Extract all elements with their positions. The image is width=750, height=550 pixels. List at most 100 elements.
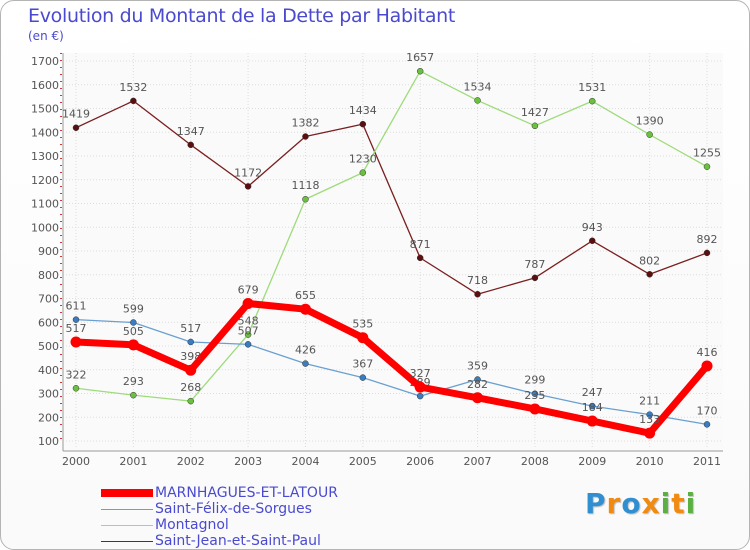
x-tick-label: 2009 [578, 455, 606, 468]
data-label: 247 [582, 386, 603, 399]
legend-swatch [101, 489, 153, 497]
data-label: 293 [123, 375, 144, 388]
logo-letter: o [621, 487, 642, 520]
data-point [70, 336, 82, 348]
data-label: 1531 [578, 81, 606, 94]
y-tick-label: 1700 [31, 55, 59, 68]
data-point [703, 421, 711, 428]
data-point [302, 133, 309, 140]
data-point [529, 403, 541, 415]
data-label: 1255 [693, 147, 721, 160]
y-tick-label: 500 [38, 340, 59, 353]
plot-area [63, 53, 723, 451]
y-tick-label: 100 [38, 435, 59, 448]
data-label: 787 [524, 258, 545, 271]
y-tick-label: 700 [38, 293, 59, 306]
data-point [701, 360, 713, 372]
y-tick-label: 1500 [31, 103, 59, 116]
series-line-1 [75, 70, 708, 402]
x-tick-label: 2010 [636, 455, 664, 468]
data-label: 871 [410, 238, 431, 251]
data-point [187, 141, 194, 149]
data-label: 235 [524, 389, 545, 402]
data-point [416, 254, 424, 262]
data-point [646, 131, 653, 138]
data-point [646, 271, 653, 278]
data-point [472, 392, 484, 404]
data-point [416, 67, 424, 75]
data-label: 599 [123, 302, 144, 315]
data-label: 1382 [291, 117, 319, 130]
data-label: 367 [352, 358, 373, 371]
x-tick-label: 2004 [291, 455, 319, 468]
data-label: 133 [639, 413, 660, 426]
data-point [531, 274, 539, 282]
x-tick-label: 2011 [693, 455, 721, 468]
data-label: 170 [697, 404, 718, 417]
data-label: 505 [123, 325, 144, 338]
data-point [130, 319, 137, 326]
x-tick-label: 2001 [119, 455, 147, 468]
data-label: 398 [180, 350, 201, 363]
logo-letter: r [606, 487, 622, 520]
data-point [586, 415, 598, 427]
data-label: 655 [295, 289, 316, 302]
series-line-0 [75, 100, 708, 295]
data-label: 548 [238, 315, 259, 328]
data-label: 322 [66, 368, 87, 381]
x-tick-label: 2006 [406, 455, 434, 468]
proxiti-logo: Proxiti [585, 487, 696, 520]
data-label: 282 [467, 378, 488, 391]
data-label: 1427 [521, 106, 549, 119]
data-label: 211 [639, 395, 660, 408]
data-label: 943 [582, 221, 603, 234]
data-point [72, 124, 80, 131]
chart-title: Evolution du Montant de la Dette par Hab… [28, 5, 456, 27]
data-label: 679 [238, 283, 259, 296]
data-point [474, 97, 481, 104]
data-label: 1434 [349, 104, 377, 117]
y-tick-label: 400 [38, 364, 59, 377]
data-point [72, 385, 80, 392]
data-point [359, 120, 367, 128]
data-point [299, 303, 311, 315]
legend-label: MARNHAGUES-ET-LATOUR [155, 485, 338, 501]
y-tick-label: 1300 [31, 150, 59, 163]
legend-label: Saint-Félix-de-Sorgues [155, 501, 312, 517]
chart-subtitle: (en €) [28, 29, 64, 43]
data-label: 1534 [464, 80, 492, 93]
y-tick-label: 600 [38, 316, 59, 329]
data-point [474, 290, 481, 298]
logo-letter: i [660, 487, 672, 520]
data-point [646, 411, 653, 418]
x-tick-label: 2005 [349, 455, 377, 468]
data-point [302, 360, 309, 367]
y-tick-label: 300 [38, 388, 59, 401]
series-line-2 [75, 318, 708, 426]
data-point [703, 249, 711, 257]
data-point [244, 331, 252, 338]
data-point [302, 195, 309, 203]
data-point [531, 122, 539, 130]
data-point [703, 163, 711, 170]
y-tick-label: 1200 [31, 174, 59, 187]
data-label: 1118 [291, 179, 319, 192]
y-tick-label: 1600 [31, 79, 59, 92]
data-point [474, 376, 481, 383]
data-label: 416 [697, 346, 718, 359]
data-point [127, 339, 139, 351]
data-label: 184 [582, 401, 603, 414]
data-point [242, 297, 254, 309]
logo-letter: x [641, 487, 661, 520]
data-label: 1657 [406, 51, 434, 64]
series-line-3 [72, 299, 711, 437]
logo-letter: P [585, 487, 607, 520]
legend-swatch [101, 525, 153, 526]
data-point [589, 402, 596, 410]
logo-letter: i [685, 487, 697, 520]
data-label: 1532 [119, 81, 147, 94]
x-tick-label: 2003 [234, 455, 262, 468]
legend-label: Montagnol [155, 517, 229, 533]
